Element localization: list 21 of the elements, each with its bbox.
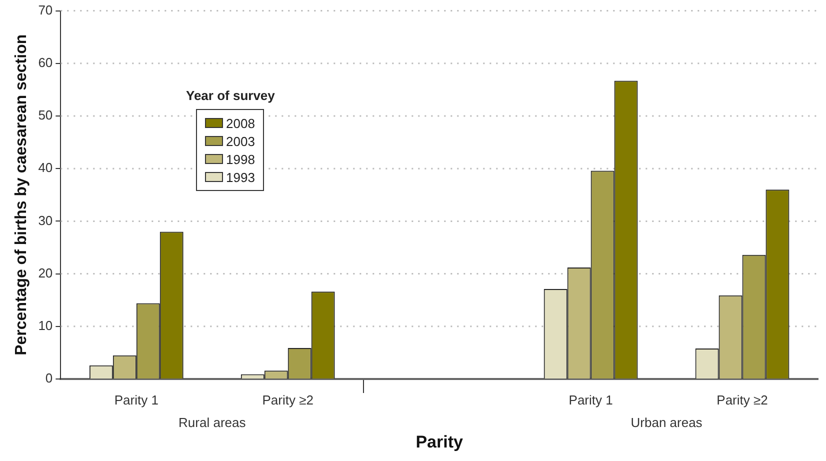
legend-label: 2003 [226, 134, 255, 148]
x-tick-label: Parity 1 [114, 392, 158, 408]
text: Rural areas [178, 415, 246, 430]
y-tick-label: 60 [38, 54, 53, 70]
y-tick-label: 10 [38, 318, 53, 333]
x-tick-label: Parity 1 [568, 392, 613, 408]
y-axis-title: Percentage of births by caesarean section [13, 34, 30, 356]
y-tick-label: 50 [38, 108, 53, 123]
legend-title: Year of survey [186, 88, 275, 103]
y-tick-label: 70 [38, 2, 53, 18]
legend-label: 1998 [226, 152, 255, 166]
x-tick-label: Parity ≥2 [716, 392, 768, 408]
x-axis-title: Parity [416, 432, 464, 452]
y-tick-label: 20 [38, 265, 53, 280]
x-tick-label: Parity ≥2 [262, 392, 314, 408]
legend-label: 2008 [226, 116, 255, 130]
legend-label: 1993 [226, 170, 255, 184]
y-tick-label: 30 [38, 212, 53, 228]
y-tick-label: 0 [45, 370, 53, 386]
y-tick-label: 40 [38, 160, 53, 176]
text: Urban areas [630, 415, 703, 430]
